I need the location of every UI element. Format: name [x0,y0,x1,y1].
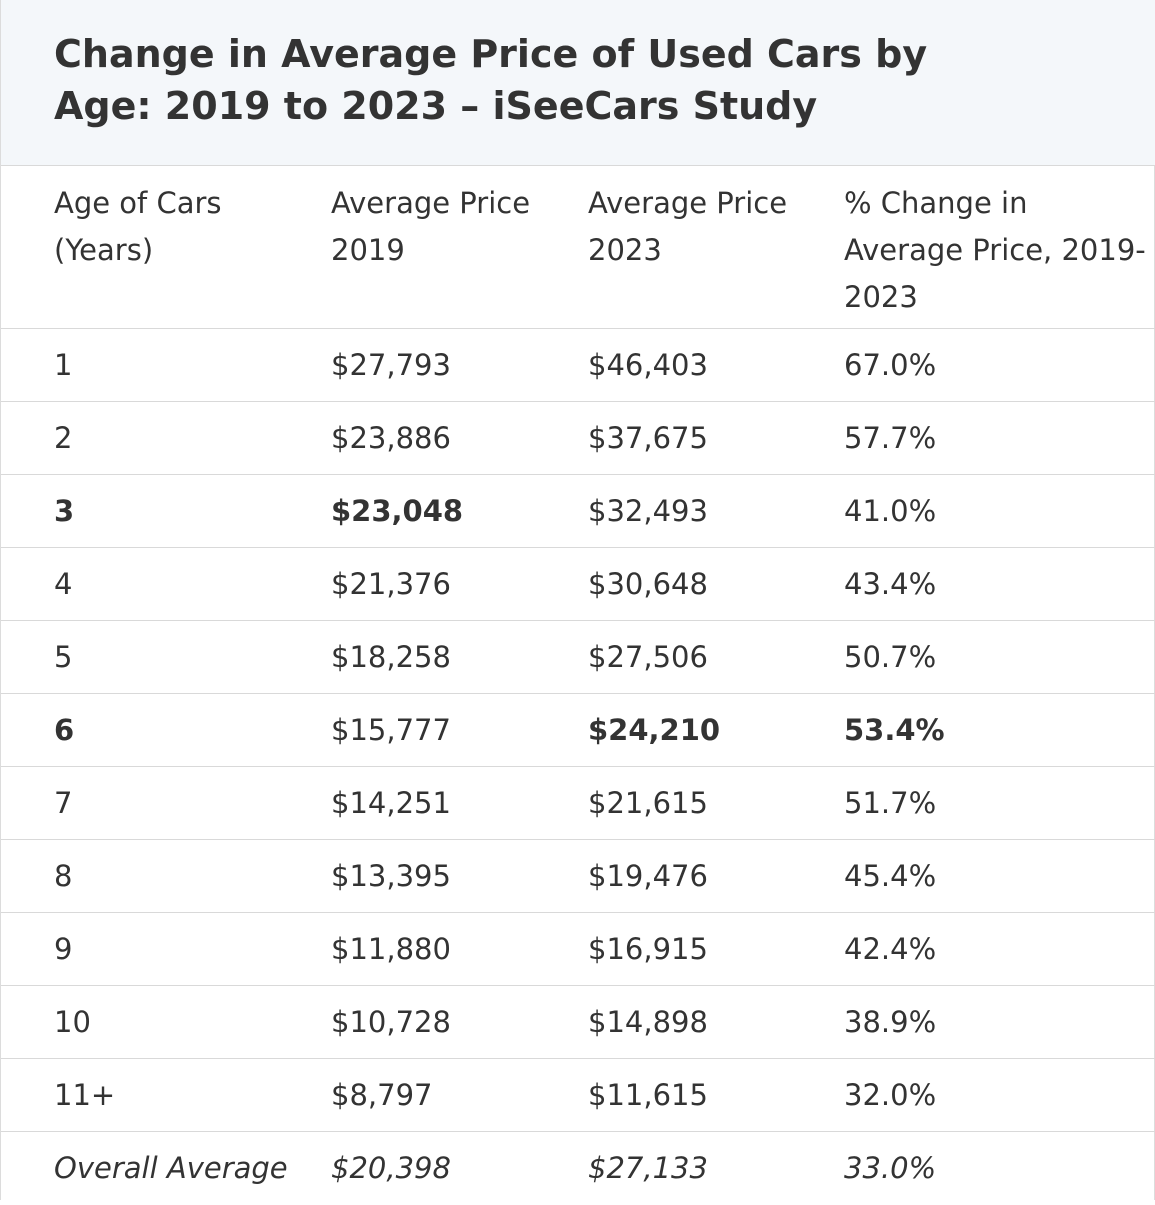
cell-price-2019: $23,048 [331,494,464,528]
header-age: Age of Cars (Years) [54,180,222,274]
header-price-2023: Average Price 2023 [588,180,787,274]
header-line: 2023 [844,280,918,314]
table-footer-row: Overall Average $20,398 $27,133 33.0% [1,1132,1155,1205]
cell-price-2019: $21,376 [331,567,451,601]
cell-age: 7 [54,786,73,820]
cell-pct-change: 67.0% [844,348,937,382]
cell-age: 5 [54,640,73,674]
cell-price-2019: $27,793 [331,348,451,382]
cell-overall-label: Overall Average [54,1151,288,1185]
table-row: 1 $27,793 $46,403 67.0% [1,329,1155,402]
header-line: Average Price [588,186,788,220]
cell-price-2023: $32,493 [588,494,708,528]
cell-price-2019: $10,728 [331,1005,451,1039]
cell-overall-price-2019: $20,398 [331,1151,451,1185]
table-row: 5 $18,258 $27,506 50.7% [1,621,1155,694]
table-row: 3 $23,048 $32,493 41.0% [1,475,1155,548]
cell-price-2023: $24,210 [588,713,721,747]
cell-pct-change: 42.4% [844,932,937,966]
cell-pct-change: 57.7% [844,421,937,455]
cell-price-2023: $30,648 [588,567,708,601]
table-row: 6 $15,777 $24,210 53.4% [1,694,1155,767]
cell-price-2019: $18,258 [331,640,451,674]
cell-age: 1 [54,348,73,382]
header-line: (Years) [54,233,154,267]
cell-price-2023: $19,476 [588,859,708,893]
header-price-2019: Average Price 2019 [331,180,530,274]
header-line: Average Price [331,186,531,220]
table-row: 11+ $8,797 $11,615 32.0% [1,1059,1155,1132]
cell-pct-change: 41.0% [844,494,937,528]
cell-age: 10 [54,1005,91,1039]
cell-pct-change: 53.4% [844,713,945,747]
cell-price-2023: $27,506 [588,640,708,674]
cell-age: 9 [54,932,73,966]
table-title-line: Age: 2019 to 2023 – iSeeCars Study [54,84,818,128]
cell-price-2019: $13,395 [331,859,451,893]
cell-pct-change: 32.0% [844,1078,937,1112]
cell-age: 11+ [54,1078,116,1112]
cell-price-2023: $14,898 [588,1005,708,1039]
cell-pct-change: 45.4% [844,859,937,893]
table-row: 2 $23,886 $37,675 57.7% [1,402,1155,475]
table-title-bar: Change in Average Price of Used Cars by … [1,0,1155,166]
header-line: % Change in [844,186,1028,220]
header-pct-change: % Change in Average Price, 2019- 2023 [844,180,1146,321]
header-line: 2023 [588,233,662,267]
cell-pct-change: 50.7% [844,640,937,674]
cell-price-2023: $11,615 [588,1078,708,1112]
table-title: Change in Average Price of Used Cars by … [54,28,954,132]
cell-price-2019: $23,886 [331,421,451,455]
header-line: 2019 [331,233,405,267]
cell-price-2023: $21,615 [588,786,708,820]
table-title-line: Change in Average Price of Used Cars by [54,32,928,76]
table-header-row: Age of Cars (Years) Average Price 2019 A… [1,166,1155,329]
cell-price-2023: $16,915 [588,932,708,966]
cell-price-2023: $37,675 [588,421,708,455]
cell-price-2019: $11,880 [331,932,451,966]
cell-pct-change: 51.7% [844,786,937,820]
cell-overall-price-2023: $27,133 [588,1151,708,1185]
table-row: 4 $21,376 $30,648 43.4% [1,548,1155,621]
header-line: Age of Cars [54,186,222,220]
cell-price-2019: $8,797 [331,1078,433,1112]
table-row: 10 $10,728 $14,898 38.9% [1,986,1155,1059]
table-row: 9 $11,880 $16,915 42.4% [1,913,1155,986]
cell-age: 3 [54,494,75,528]
cell-age: 2 [54,421,73,455]
cell-overall-pct-change: 33.0% [844,1151,937,1185]
header-line: Average Price, 2019- [844,233,1146,267]
cell-price-2019: $14,251 [331,786,451,820]
table-row: 8 $13,395 $19,476 45.4% [1,840,1155,913]
cell-pct-change: 38.9% [844,1005,937,1039]
cell-age: 8 [54,859,73,893]
cell-age: 6 [54,713,75,747]
cell-pct-change: 43.4% [844,567,937,601]
cell-price-2019: $15,777 [331,713,451,747]
table-row: 7 $14,251 $21,615 51.7% [1,767,1155,840]
cell-price-2023: $46,403 [588,348,708,382]
cell-age: 4 [54,567,73,601]
